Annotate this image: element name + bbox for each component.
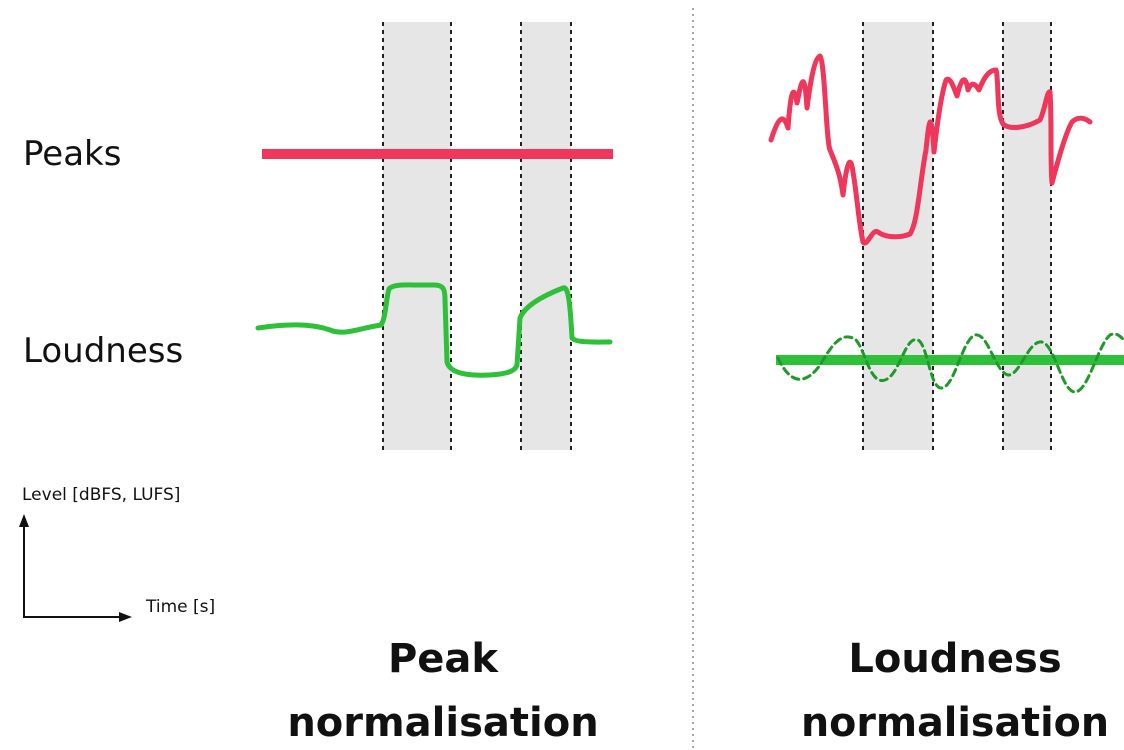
loudness-label: Loudness (23, 331, 183, 371)
right-panel-title-line1: Loudness (848, 636, 1061, 682)
axis-arrows (19, 514, 132, 622)
left-panel-title-line2: normalisation (287, 700, 598, 746)
left-panel-title-line1: Peak (388, 636, 499, 682)
right-band-2 (1003, 22, 1051, 450)
y-axis-label: Level [dBFS, LUFS] (22, 485, 180, 505)
y-axis-arrowhead (19, 514, 29, 527)
x-axis-label: Time [s] (145, 597, 215, 617)
right-panel-title-line2: normalisation (801, 700, 1109, 746)
left-band-2 (521, 22, 571, 450)
x-axis-arrowhead (119, 612, 132, 622)
left-band-1 (383, 22, 451, 450)
peaks-label: Peaks (23, 134, 121, 174)
